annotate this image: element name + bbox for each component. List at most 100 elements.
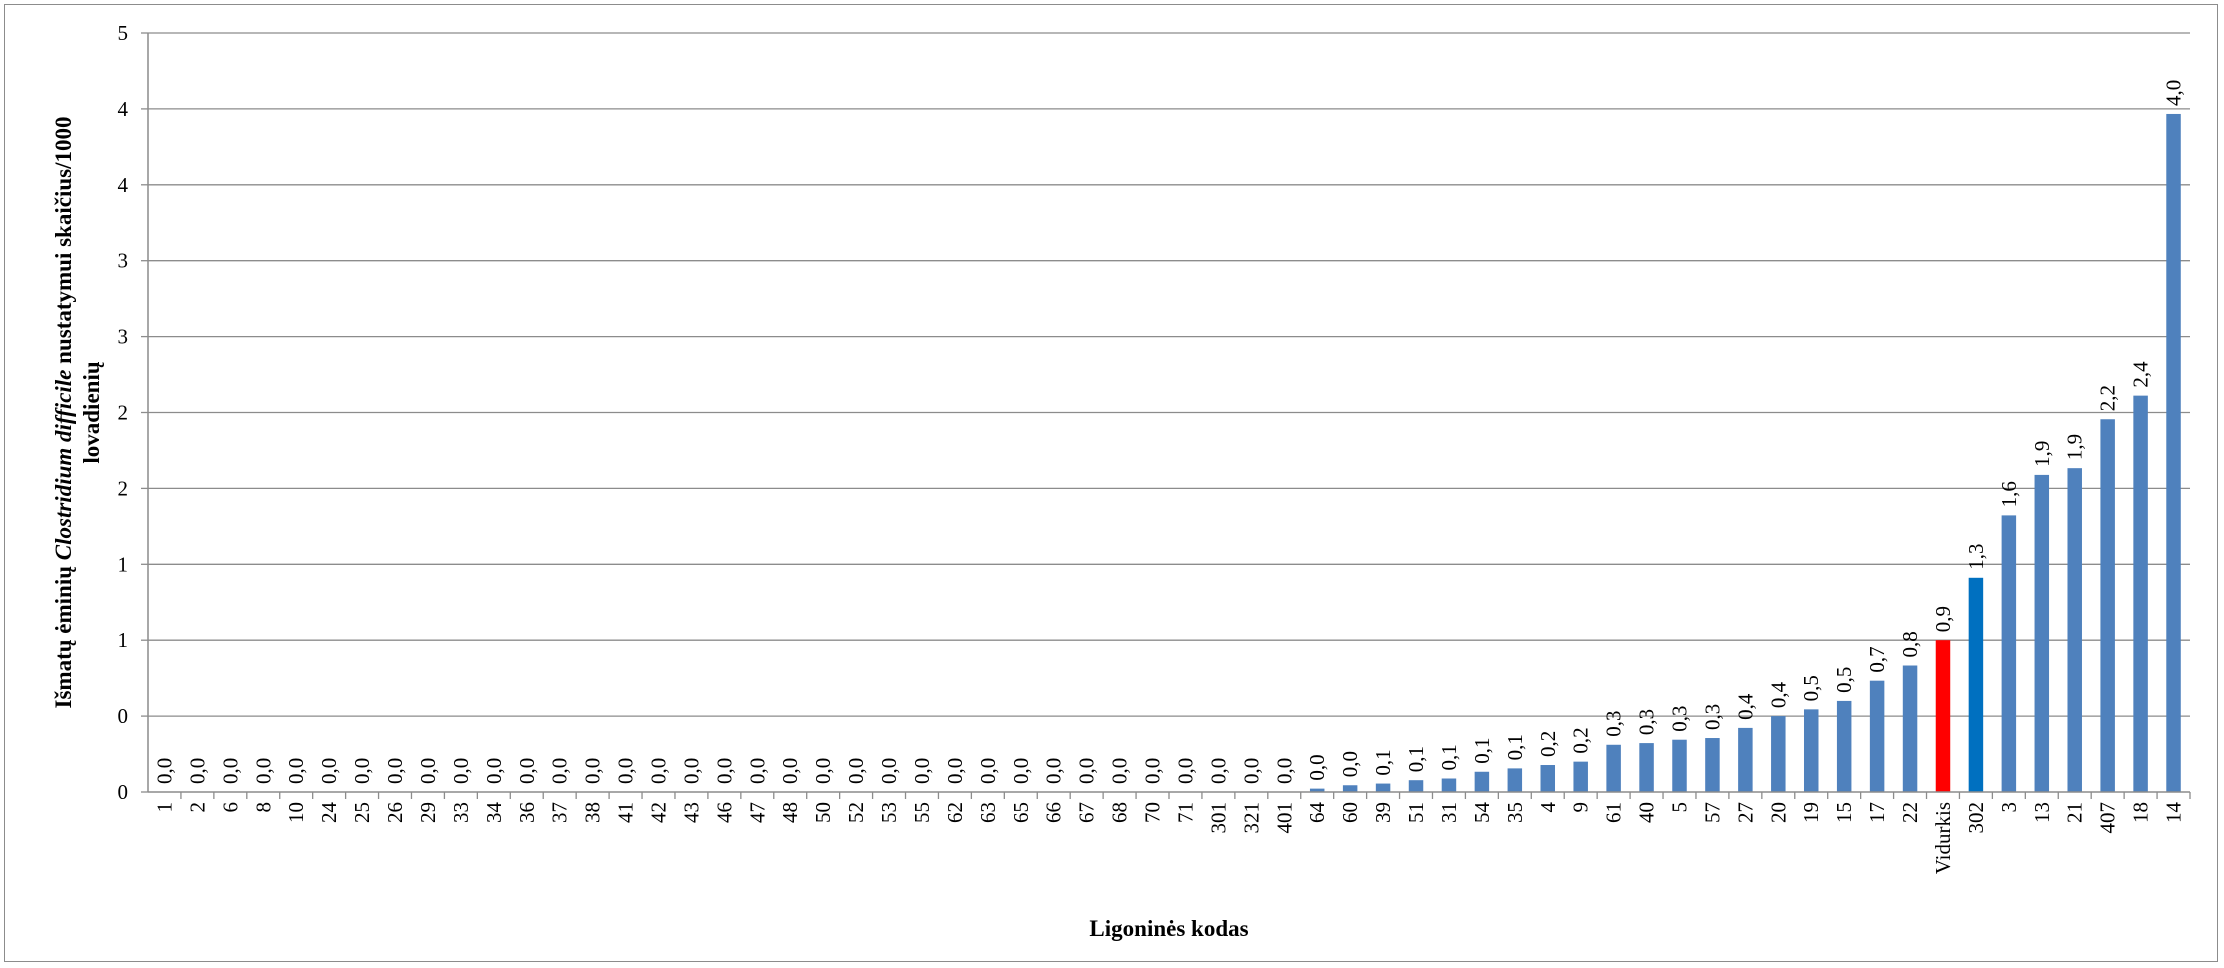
x-tick-label: 36 <box>515 802 539 823</box>
bar <box>1375 783 1391 792</box>
x-tick-label: 68 <box>1108 802 1132 823</box>
bar <box>1342 785 1358 792</box>
data-label: 0,0 <box>844 758 868 784</box>
x-tick-label: 321 <box>1239 802 1263 834</box>
bar <box>1672 739 1687 792</box>
data-label: 4,0 <box>2162 80 2186 106</box>
data-label: 2,4 <box>2129 361 2153 388</box>
x-tick-label: 48 <box>778 802 802 823</box>
data-label: 1,3 <box>1964 544 1988 570</box>
x-tick-label: 62 <box>943 802 967 823</box>
data-label: 0,0 <box>218 758 242 784</box>
x-tick-label: 31 <box>1437 802 1461 823</box>
data-label: 0,0 <box>1239 758 1263 784</box>
data-label: 0,0 <box>152 758 176 784</box>
x-axis-title: Ligoninės kodas <box>1089 916 1248 941</box>
y-tick-label: 1 <box>118 628 129 652</box>
x-tick-label: 66 <box>1042 802 1066 823</box>
y-tick-label: 3 <box>118 325 129 349</box>
x-tick-label: 17 <box>1865 802 1889 823</box>
bar <box>1968 577 1984 792</box>
x-tick-label: 5 <box>1668 802 1692 813</box>
data-label: 0,0 <box>745 758 769 784</box>
x-tick-label: 50 <box>811 802 835 823</box>
y-tick-label: 0 <box>118 780 129 804</box>
y-tick-label: 2 <box>118 476 129 500</box>
bar <box>1606 744 1621 792</box>
x-tick-label: 38 <box>581 802 605 823</box>
x-tick-label: 3 <box>1997 802 2021 813</box>
x-tick-label: 46 <box>712 802 736 823</box>
bar <box>1441 778 1457 792</box>
data-label: 0,3 <box>1668 705 1692 731</box>
data-label: 0,3 <box>1700 704 1724 730</box>
x-tick-label: 29 <box>416 802 440 823</box>
x-tick-label: 40 <box>1635 802 1659 823</box>
x-axis-ticks: 1 2 6 8 10 24 25 26 29 33 34 36 37 38 41 42 43 46 47 48 50 52… <box>152 792 2191 874</box>
x-tick-label: 47 <box>745 802 769 823</box>
data-label: 0,5 <box>1832 667 1856 693</box>
bar <box>2067 468 2082 792</box>
bar <box>1639 743 1654 792</box>
data-label: 0,0 <box>317 758 341 784</box>
data-label: 0,1 <box>1404 746 1428 772</box>
data-label: 0,4 <box>1733 693 1757 720</box>
x-tick-label: 60 <box>1338 802 1362 823</box>
data-label: 0,0 <box>416 758 440 784</box>
x-tick-label: 41 <box>614 802 638 823</box>
data-label: 2,2 <box>2096 385 2120 411</box>
data-label: 1,9 <box>2063 434 2087 460</box>
data-label: 0,0 <box>350 758 374 784</box>
x-tick-label: 53 <box>877 802 901 823</box>
data-label: 0,0 <box>1141 758 1165 784</box>
data-label: 0,0 <box>712 758 736 784</box>
x-tick-label: 54 <box>1470 802 1494 824</box>
x-tick-label: 71 <box>1173 802 1197 823</box>
data-label: 0,0 <box>976 758 1000 784</box>
data-label: 0,0 <box>647 758 671 784</box>
data-label: 0,0 <box>548 758 572 784</box>
x-tick-label: 35 <box>1503 802 1527 823</box>
data-label: 0,1 <box>1503 734 1527 760</box>
data-label: 1,9 <box>2030 441 2054 467</box>
x-tick-label: 24 <box>317 802 341 824</box>
bar <box>1507 768 1523 792</box>
x-tick-label: 18 <box>2129 802 2153 823</box>
y-tick-label: 0 <box>118 704 129 728</box>
x-tick-label: 9 <box>1569 802 1593 813</box>
bar <box>1902 665 1918 792</box>
bar <box>1309 788 1325 792</box>
x-tick-label: 55 <box>910 802 934 823</box>
y-axis-ticks: 0 0 1 1 2 2 3 3 4 4 5 <box>118 21 148 804</box>
data-label: 0,0 <box>614 758 638 784</box>
x-tick-label: 20 <box>1766 802 1790 823</box>
bars <box>1309 113 2181 792</box>
x-tick-label: 301 <box>1206 802 1230 834</box>
bar <box>1869 680 1885 792</box>
data-label: 0,0 <box>877 758 901 784</box>
data-label: 0,0 <box>811 758 835 784</box>
data-label: 0,4 <box>1766 681 1790 708</box>
x-tick-label: 14 <box>2162 802 2186 824</box>
y-axis-title-italic: Clostridium difficile <box>51 370 76 561</box>
y-tick-label: 4 <box>118 97 129 121</box>
bar <box>1935 640 1951 792</box>
x-tick-label: 33 <box>449 802 473 823</box>
y-tick-label: 3 <box>118 249 129 273</box>
x-tick-label: 407 <box>2096 802 2120 834</box>
data-label: 0,0 <box>1108 758 1132 784</box>
x-tick-label: 19 <box>1799 802 1823 823</box>
y-axis-title: Išmatų ėminių Clostridium difficile nust… <box>51 117 76 709</box>
y-axis-title-line2: lovadienių <box>79 361 104 463</box>
data-label: 0,0 <box>1305 754 1329 780</box>
data-label: 0,2 <box>1569 727 1593 753</box>
data-label: 0,8 <box>1898 631 1922 657</box>
data-label: 0,0 <box>449 758 473 784</box>
x-tick-label: 42 <box>647 802 671 823</box>
data-label: 0,2 <box>1536 731 1560 757</box>
data-label: 0,0 <box>1206 758 1230 784</box>
data-label: 0,1 <box>1437 744 1461 770</box>
bar <box>1474 771 1490 792</box>
x-tick-label: 8 <box>251 802 275 813</box>
data-label: 0,0 <box>284 758 308 784</box>
